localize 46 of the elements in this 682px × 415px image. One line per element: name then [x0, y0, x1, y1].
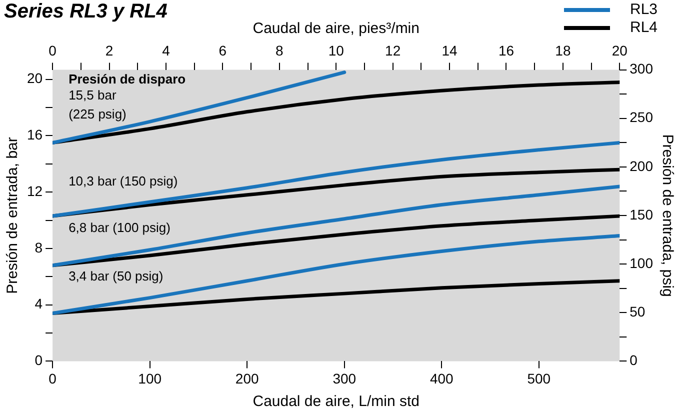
x2-tick-label: 14	[442, 42, 458, 58]
y-axis-title: Presión de entrada, bar	[4, 137, 22, 294]
x2-tick-label: 18	[555, 42, 571, 58]
annotation: 3,4 bar (50 psig)	[68, 268, 164, 284]
y2-tick-label: 50	[630, 303, 646, 320]
x-tick-label: 300	[332, 370, 356, 386]
chart-title: Series RL3 y RL4	[4, 0, 168, 23]
y2-axis-title: Presión de entrada, psig	[658, 134, 676, 297]
x-axis-title: Caudal de aire, L/min std	[252, 393, 420, 410]
y2-tick-label: 200	[630, 158, 654, 174]
x2-tick-label: 20	[612, 42, 628, 58]
x2-tick-label: 0	[48, 42, 57, 58]
x2-tick-label: 4	[162, 42, 170, 58]
x-tick-label: 0	[48, 370, 57, 386]
x-tick-label: 400	[430, 370, 454, 386]
y2-tick-label: 250	[630, 109, 654, 126]
annotation: 6,8 bar (100 psig)	[68, 220, 170, 236]
y-tick-label: 4	[34, 296, 43, 312]
y2-tick-label: 0	[630, 352, 638, 368]
line-series	[52, 70, 346, 145]
y-tick-label: 16	[26, 126, 43, 143]
y-tick-label: 0	[34, 352, 43, 368]
line-series	[52, 234, 620, 316]
x-tick-label: 100	[138, 370, 162, 386]
x2-tick-label: 12	[385, 42, 401, 58]
x2-tick-label: 8	[276, 42, 284, 58]
annotation: (225 psig)	[68, 106, 126, 122]
x2-tick-label: 6	[218, 42, 227, 58]
line-series	[52, 141, 620, 218]
x2-axis-title: Caudal de aire, pies³/min	[252, 20, 420, 38]
y-tick-label: 8	[34, 239, 43, 256]
x2-tick-label: 2	[105, 42, 114, 58]
y-tick-label: 20	[26, 70, 43, 86]
x2-tick-label: 16	[498, 42, 514, 58]
legend-label: RL4	[630, 19, 658, 36]
x-tick-label: 200	[235, 370, 259, 386]
y2-tick-label: 300	[630, 60, 654, 77]
x-tick-label: 500	[527, 370, 551, 386]
y-tick-label: 12	[26, 182, 43, 199]
legend-label: RL3	[630, 1, 658, 18]
annotation: Presión de disparo	[68, 72, 186, 87]
y2-tick-label: 100	[630, 254, 654, 271]
annotation: 15,5 bar	[68, 88, 117, 103]
x2-tick-label: 10	[328, 42, 344, 58]
y2-tick-label: 150	[630, 206, 654, 222]
annotation: 10,3 bar (150 psig)	[68, 174, 178, 189]
